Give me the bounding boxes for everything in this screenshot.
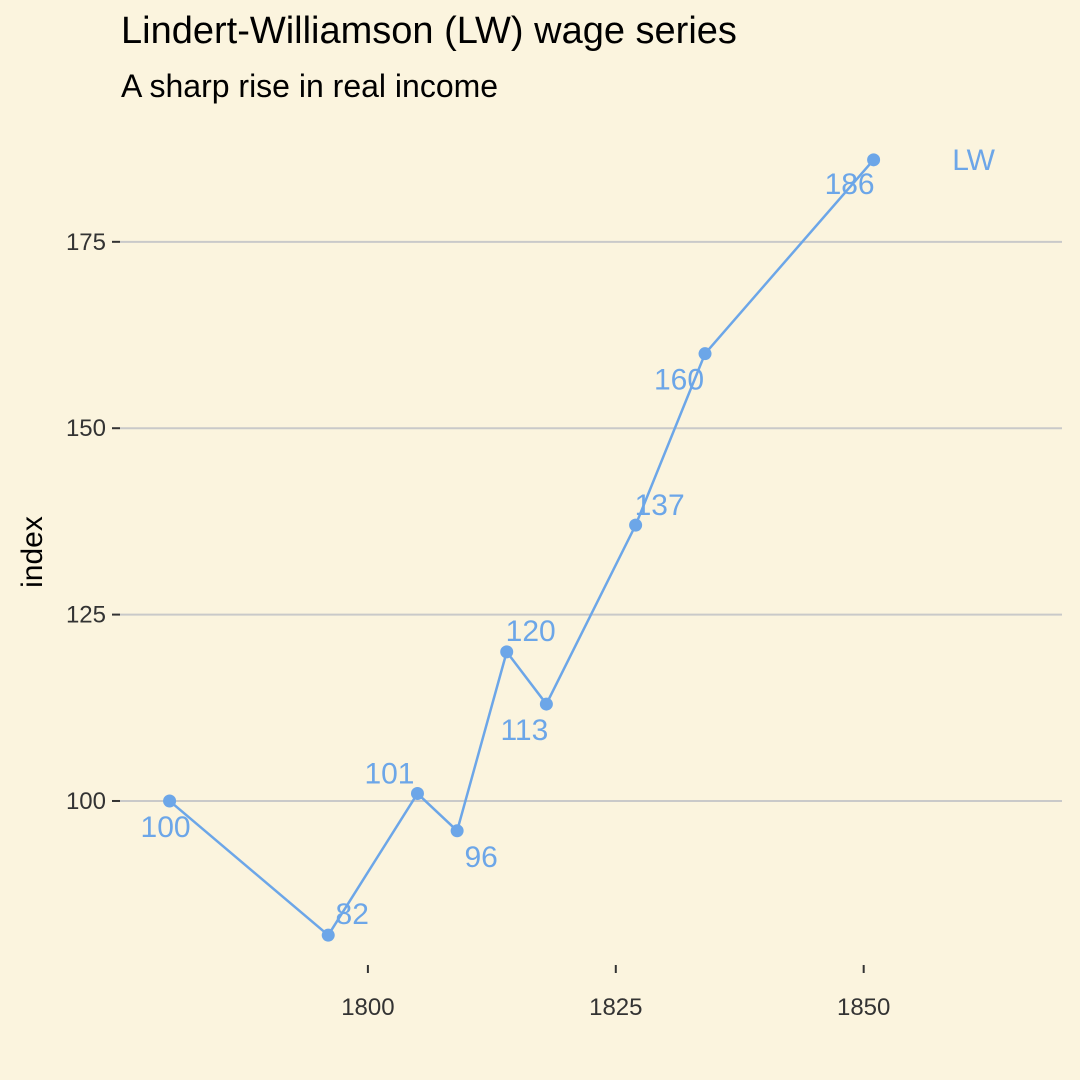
chart-subtitle: A sharp rise in real income	[121, 68, 499, 104]
data-point	[539, 697, 553, 711]
data-label: 137	[635, 489, 685, 522]
data-label: 96	[464, 841, 497, 874]
y-axis: 100 125 150 175	[66, 229, 120, 815]
data-point	[867, 153, 881, 167]
data-point	[410, 787, 424, 801]
data-point	[500, 645, 514, 659]
data-point	[629, 518, 643, 532]
y-tick-label: 100	[66, 788, 106, 815]
data-label: 120	[506, 615, 556, 648]
x-tick-label: 1800	[341, 994, 394, 1021]
data-label: 101	[364, 758, 414, 791]
gridlines	[120, 240, 1062, 802]
data-point	[698, 347, 712, 361]
y-tick-label: 175	[66, 229, 106, 256]
series-line	[168, 159, 875, 937]
x-axis: 1800 1825 1850	[341, 965, 890, 1021]
x-tick-label: 1825	[589, 994, 642, 1021]
data-point	[163, 794, 177, 808]
series-label: LW	[952, 144, 995, 177]
data-point	[321, 928, 335, 942]
data-label: 113	[500, 714, 548, 747]
y-axis-title: index	[16, 516, 49, 588]
x-tick-label: 1850	[837, 994, 890, 1021]
data-label: 82	[336, 898, 369, 931]
series-layer: 100 82 101 96 120 113 137 160 186 LW	[141, 144, 996, 942]
data-label: 186	[825, 168, 875, 201]
chart-title: Lindert-Williamson (LW) wage series	[121, 10, 737, 52]
data-label: 100	[141, 811, 191, 844]
data-point	[450, 824, 464, 838]
y-tick-label: 150	[66, 415, 106, 442]
data-label: 160	[654, 364, 704, 397]
y-tick-label: 125	[66, 602, 106, 629]
